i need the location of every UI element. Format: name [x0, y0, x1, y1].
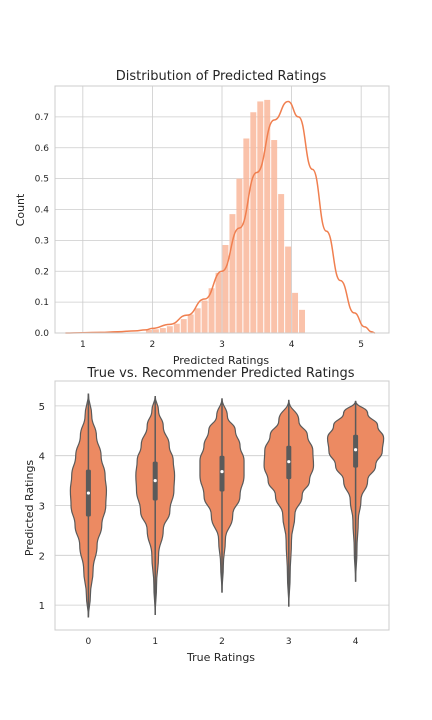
violin-median-point [287, 460, 290, 463]
histogram-y-axis-label: Count [14, 193, 27, 226]
hist-y-tick-label: 0.1 [35, 298, 49, 308]
histogram-bar [285, 247, 291, 333]
violin-y-tick-label: 1 [39, 601, 45, 612]
histogram-gridlines [55, 86, 389, 333]
histogram-chart: 1 2 3 4 5 0.0 0.1 0.2 0.3 0.4 0.5 0.6 0.7 Distribut… [14, 69, 389, 367]
hist-y-tick-label: 0.5 [35, 175, 49, 185]
histogram-bar [292, 293, 298, 333]
histogram-bar [216, 273, 222, 333]
violin-x-tick-label: 1 [152, 637, 158, 647]
hist-y-tick-label: 0.6 [35, 144, 50, 154]
violin-y-tick-label: 4 [39, 452, 45, 463]
violin-median-point [87, 491, 90, 494]
histogram-bar [299, 310, 305, 333]
hist-x-tick-label: 5 [358, 340, 364, 350]
violin-y-axis-label: Predicted Ratings [23, 460, 36, 557]
violin-y-tick-label: 3 [39, 502, 45, 513]
hist-y-tick-label: 0.3 [35, 236, 49, 246]
histogram-bar [271, 140, 277, 333]
histogram-title: Distribution of Predicted Ratings [116, 69, 327, 84]
histogram-bar [181, 319, 187, 333]
violin-x-tick-label: 2 [219, 637, 225, 647]
violin-chart: 0 1 2 3 4 1 2 3 4 5 True vs. Recommender Predict… [23, 366, 389, 664]
histogram-bar [195, 308, 201, 333]
violin-title: True vs. Recommender Predicted Ratings [86, 366, 354, 381]
histogram-bar [188, 314, 194, 333]
histogram-bar [174, 324, 180, 333]
violin-x-tick-label: 0 [86, 637, 92, 647]
histogram-bar [243, 138, 249, 333]
hist-y-tick-label: 0.0 [35, 329, 50, 339]
violin-median-point [154, 479, 157, 482]
violin-iqr-box [220, 456, 225, 492]
histogram-bar [153, 329, 159, 333]
histogram-bar [257, 101, 263, 333]
violin-x-tick-label: 3 [286, 637, 292, 647]
hist-y-tick-label: 0.2 [35, 267, 49, 277]
histogram-x-tick-labels: 1 2 3 4 5 [80, 340, 364, 350]
histogram-bar [202, 301, 208, 333]
hist-x-tick-label: 1 [80, 340, 86, 350]
violin-x-axis-label: True Ratings [186, 651, 255, 664]
violin-y-tick-label: 5 [39, 402, 45, 413]
hist-y-tick-label: 0.4 [35, 206, 50, 216]
hist-x-tick-label: 4 [289, 340, 295, 350]
violin-y-tick-labels: 1 2 3 4 5 [39, 402, 45, 612]
violin-median-point [220, 470, 223, 473]
hist-x-tick-label: 3 [219, 340, 225, 350]
histogram-bar [223, 245, 229, 333]
violin-x-tick-labels: 0 1 2 3 4 [86, 637, 359, 647]
histogram-bar [278, 194, 284, 333]
hist-x-tick-label: 2 [150, 340, 156, 350]
violin-y-tick-label: 2 [39, 551, 45, 562]
violin-median-point [354, 448, 357, 451]
histogram-bar [250, 112, 256, 333]
hist-y-tick-label: 0.7 [35, 113, 49, 123]
histogram-bar [160, 328, 166, 333]
histogram-y-tick-labels: 0.0 0.1 0.2 0.3 0.4 0.5 0.6 0.7 [35, 113, 50, 339]
histogram-bars [146, 100, 305, 333]
histogram-bar [167, 326, 173, 333]
histogram-bar [236, 179, 242, 333]
violin-x-tick-label: 4 [353, 637, 359, 647]
